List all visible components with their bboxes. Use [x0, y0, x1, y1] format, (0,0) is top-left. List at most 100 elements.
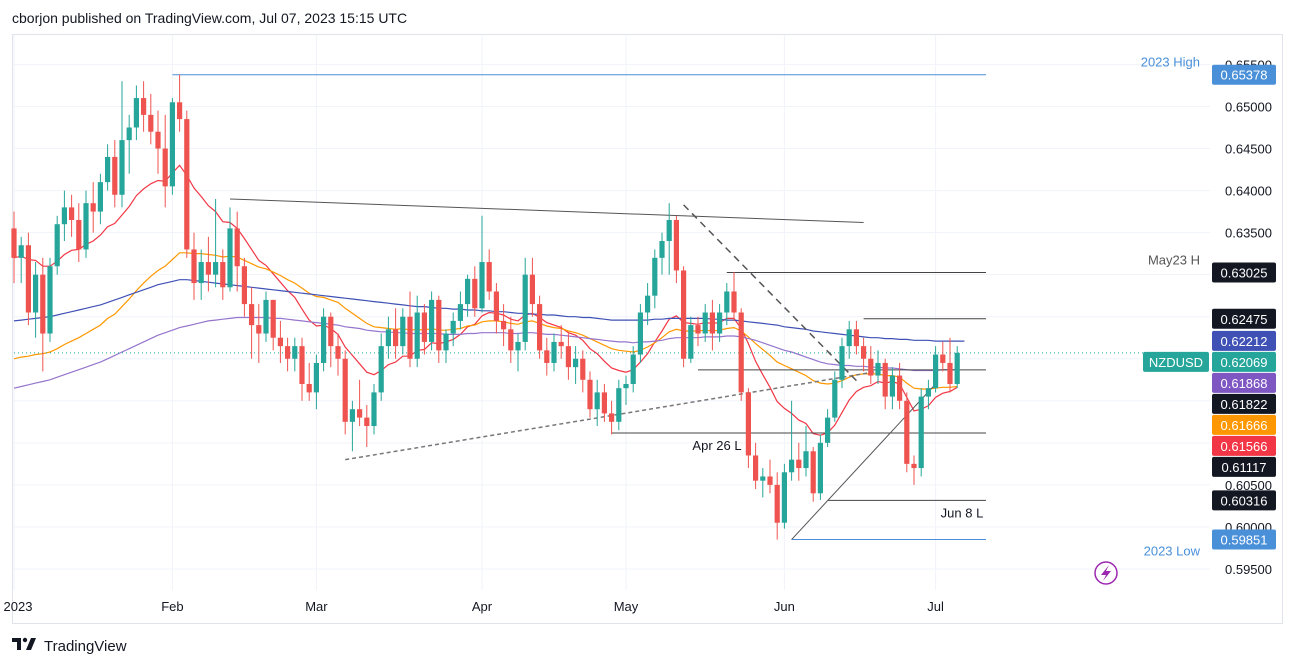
- candle-body: [673, 220, 679, 271]
- level-annotation: Jun 8 L: [941, 505, 984, 520]
- candle-body: [515, 341, 521, 351]
- candle-body: [580, 358, 586, 380]
- candle-body: [184, 119, 190, 250]
- candle-body: [177, 102, 183, 120]
- price-badge: [1212, 393, 1276, 414]
- candle-body: [472, 278, 478, 309]
- price-badge: [1212, 529, 1276, 550]
- price-badge: [1212, 262, 1276, 283]
- candle-body: [285, 346, 291, 359]
- candle-body: [457, 304, 463, 321]
- trendline: [229, 198, 864, 224]
- candle-body: [537, 304, 543, 351]
- price-badge-text: 0.61566: [1221, 439, 1268, 454]
- chart-frame: [12, 34, 1283, 624]
- candle-body: [148, 114, 154, 132]
- candle-body: [378, 346, 384, 393]
- brand-name[interactable]: TradingView: [44, 638, 127, 655]
- candle-body: [839, 346, 845, 380]
- candles: [11, 74, 960, 540]
- price-badge-text: 0.61117: [1221, 460, 1266, 475]
- candle-body: [371, 392, 377, 427]
- price-badge-text: 0.61666: [1221, 418, 1268, 433]
- candle-body: [760, 476, 766, 481]
- candle-body: [270, 299, 276, 338]
- candle-body: [220, 262, 226, 288]
- price-badge-text: 0.59851: [1221, 532, 1268, 547]
- candle-body: [349, 409, 355, 422]
- candle-body: [861, 346, 867, 359]
- trendlines: [229, 198, 936, 540]
- candle-body: [558, 341, 564, 347]
- price-badge: [1212, 435, 1276, 456]
- candle-body: [429, 299, 435, 342]
- candle-body: [400, 316, 406, 347]
- candle-body: [587, 379, 593, 410]
- candle-body: [443, 333, 449, 351]
- price-badge-text: 0.61868: [1221, 376, 1268, 391]
- candle-body: [767, 476, 773, 485]
- candle-body: [933, 354, 939, 389]
- candle-body: [681, 270, 687, 359]
- candle-body: [544, 350, 550, 363]
- candle-body: [155, 131, 161, 149]
- candle-body: [810, 451, 816, 494]
- ma-line: [13, 316, 958, 389]
- x-tick-label: Apr: [472, 599, 493, 614]
- candle-body: [479, 262, 485, 309]
- candle-body: [486, 262, 492, 292]
- candle-body: [357, 409, 363, 418]
- candle-body: [141, 98, 147, 115]
- candle-body: [853, 329, 859, 347]
- moving-averages: [13, 164, 965, 436]
- price-badge: [1212, 64, 1276, 85]
- candle-body: [954, 352, 960, 384]
- candle-body: [666, 220, 672, 242]
- candle-body: [609, 413, 615, 422]
- candle-body: [918, 396, 924, 469]
- candle-body: [911, 463, 917, 469]
- candle-body: [709, 312, 715, 334]
- candle-body: [342, 358, 348, 422]
- candle-body: [241, 266, 247, 305]
- candle-body: [436, 299, 442, 351]
- candle-body: [256, 325, 262, 334]
- candle-body: [601, 392, 607, 414]
- publisher-header: cborjon published on TradingView.com, Ju…: [12, 10, 408, 26]
- candle-body: [645, 295, 651, 313]
- candle-body: [97, 182, 103, 212]
- candle-body: [119, 140, 125, 195]
- price-badge: [1212, 414, 1276, 435]
- lightning-icon[interactable]: [1094, 561, 1118, 585]
- symbol-badge-text: NZDUSD: [1149, 355, 1203, 370]
- candle-body: [234, 228, 240, 267]
- price-badge-text: 0.60316: [1221, 493, 1268, 508]
- ma-line: [13, 164, 958, 436]
- x-tick-label: May: [614, 599, 639, 614]
- y-tick-label: 0.65000: [1225, 99, 1272, 114]
- candle-body: [925, 388, 931, 397]
- candle-body: [40, 274, 46, 334]
- candle-body: [450, 320, 456, 334]
- candle-body: [832, 379, 838, 418]
- candle-body: [882, 362, 888, 397]
- tradingview-logo-icon[interactable]: [12, 636, 38, 657]
- candle-body: [18, 245, 24, 258]
- candle-body: [717, 312, 723, 334]
- candle-body: [198, 262, 204, 284]
- trendline: [683, 204, 857, 382]
- symbol-badge: [1143, 351, 1209, 372]
- candle-body: [731, 291, 737, 313]
- candle-body: [796, 459, 802, 469]
- candle-body: [897, 375, 903, 401]
- candle-body: [191, 249, 197, 284]
- candle-body: [328, 316, 334, 347]
- ma-line: [13, 252, 958, 390]
- candle-body: [846, 329, 852, 347]
- horizontal-levels: [14, 74, 1210, 540]
- candle-body: [652, 257, 658, 296]
- candle-body: [54, 224, 60, 267]
- candle-body: [421, 312, 427, 342]
- candle-body: [47, 266, 53, 334]
